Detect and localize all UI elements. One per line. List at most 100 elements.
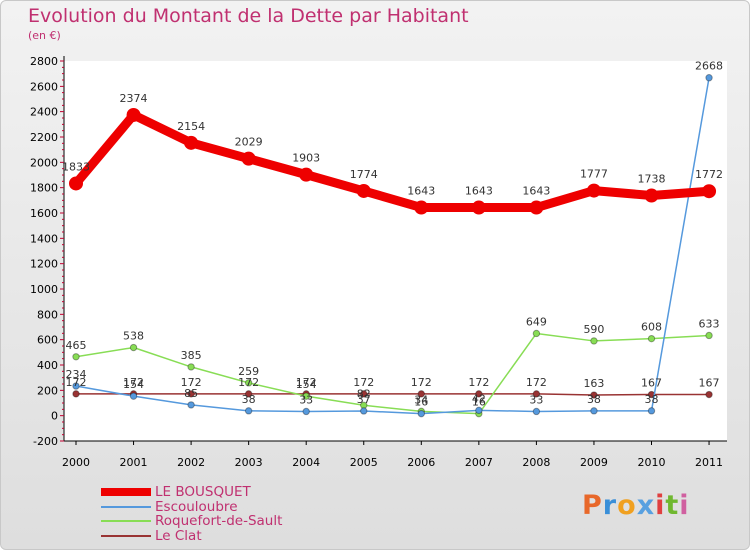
data-point	[532, 390, 541, 398]
data-label: 172	[411, 376, 432, 389]
legend-swatch	[101, 505, 151, 508]
data-point	[590, 391, 598, 399]
data-point	[356, 183, 371, 198]
logo-letter: i	[679, 490, 690, 521]
plot-area	[64, 61, 727, 441]
data-label: 234	[66, 368, 87, 381]
y-tick-label: 2400	[30, 106, 58, 119]
data-point	[417, 390, 425, 398]
y-tick-label: 2000	[30, 156, 58, 169]
data-label: 2154	[177, 120, 205, 133]
data-point	[705, 390, 713, 399]
data-label: 172	[238, 376, 259, 389]
data-point	[417, 409, 425, 418]
data-label: 163	[583, 377, 604, 390]
data-label: 167	[641, 377, 662, 390]
series-line	[75, 77, 710, 415]
logo-letter: t	[665, 490, 680, 521]
data-point	[705, 74, 713, 82]
legend-swatch	[101, 534, 151, 537]
data-label: 1903	[292, 152, 320, 165]
x-tick-label: 2007	[465, 456, 493, 469]
legend-label: Roquefort-de-Sault	[155, 513, 283, 529]
series-line	[76, 393, 710, 396]
legend-label: LE BOUSQUET	[155, 484, 251, 500]
data-point	[299, 167, 314, 182]
data-label: 16	[472, 396, 486, 409]
x-tick-label: 2000	[62, 456, 90, 469]
data-point	[244, 407, 253, 415]
x-tick-label: 2001	[120, 456, 148, 469]
x-tick-label: 2010	[638, 456, 666, 469]
chart-title: Evolution du Montant de la Dette par Hab…	[28, 5, 469, 27]
data-label: 167	[699, 377, 720, 390]
data-label: 590	[583, 323, 604, 336]
data-point	[702, 184, 717, 199]
proxiti-logo: Proxiti	[582, 490, 690, 521]
data-label: 42	[472, 392, 486, 405]
data-point	[360, 407, 368, 415]
data-point	[360, 390, 368, 398]
logo-letter: P	[582, 490, 603, 521]
x-tick-label: 2005	[350, 456, 378, 469]
x-tick-label: 2006	[407, 456, 435, 469]
data-label: 2029	[235, 136, 263, 149]
data-label: 1774	[350, 168, 378, 181]
data-label: 1643	[465, 185, 493, 198]
data-label: 1643	[407, 185, 435, 198]
data-label: 154	[296, 378, 317, 391]
legend-label: Escouloubre	[155, 498, 238, 515]
data-point	[586, 183, 601, 198]
data-point	[647, 334, 656, 343]
data-point	[241, 151, 256, 166]
data-point	[69, 176, 83, 191]
data-label: 1777	[580, 168, 608, 181]
y-tick-label: 1600	[30, 207, 58, 220]
data-point	[647, 407, 656, 415]
data-label: 1833	[62, 160, 90, 173]
data-point	[532, 329, 541, 338]
data-label: 1643	[522, 185, 550, 198]
data-point	[414, 200, 429, 215]
data-point	[72, 382, 80, 390]
x-tick-label: 2003	[235, 456, 263, 469]
legend-label: Le Clat	[155, 527, 202, 544]
data-label: 172	[468, 376, 489, 389]
data-label: 385	[181, 349, 202, 362]
y-tick-label: 1400	[30, 232, 58, 245]
legend-swatch	[101, 520, 151, 522]
data-point	[187, 363, 195, 371]
data-point	[302, 407, 310, 416]
data-point	[187, 401, 195, 409]
data-label: 82	[357, 387, 371, 400]
y-tick-label: 2800	[30, 55, 58, 68]
logo-letter: i	[655, 490, 666, 521]
x-tick-label: 2008	[522, 456, 550, 469]
series-line	[72, 110, 710, 213]
y-tick-label: 2600	[30, 80, 58, 93]
data-label: 172	[123, 376, 144, 389]
data-label: 38	[242, 393, 256, 406]
chart-axes: -200 0 200 400 600 800 1000 1200 1400 1600 1800 200…	[30, 55, 727, 469]
y-tick-label: 1000	[30, 283, 58, 296]
data-point	[302, 392, 310, 400]
data-label: 172	[526, 376, 547, 389]
data-label: 608	[641, 321, 662, 334]
data-labels-layer: 1833 2374 2154 2029 1903 1774 1643 1643 1643 1777…	[62, 60, 723, 409]
data-point	[184, 135, 199, 150]
data-label: 154	[123, 378, 144, 391]
y-tick-label: 0	[51, 410, 58, 423]
data-point	[644, 188, 659, 203]
data-label: 33	[299, 393, 313, 406]
data-point	[590, 337, 598, 345]
data-point	[532, 407, 541, 416]
y-tick-label: 800	[37, 308, 58, 321]
y-tick-label: 1200	[30, 258, 58, 271]
logo-letter: x	[636, 490, 656, 521]
data-label: 172	[66, 376, 87, 389]
data-label: 85	[184, 387, 198, 400]
data-label: 2374	[120, 92, 148, 105]
data-point	[244, 390, 253, 398]
data-point	[244, 379, 253, 387]
